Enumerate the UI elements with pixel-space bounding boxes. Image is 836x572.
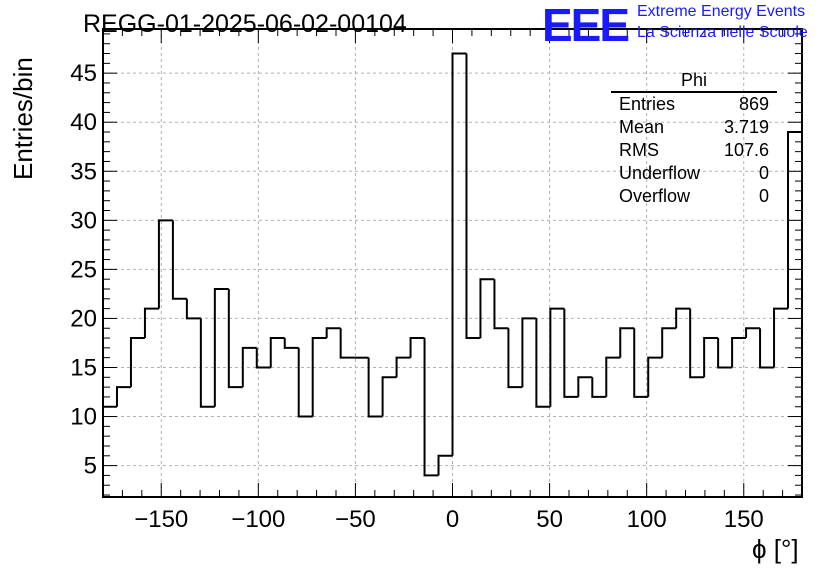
stats-value: 3.719	[723, 117, 769, 137]
stats-row-mean: Mean 3.719	[611, 116, 777, 139]
histogram-bin	[227, 289, 243, 389]
stats-value: 869	[738, 94, 769, 114]
y-tick-label: 40	[70, 109, 97, 136]
x-tick-label: −150	[134, 506, 188, 533]
stats-row-rms: RMS 107.6	[611, 139, 777, 162]
y-tick-label: 5	[84, 453, 97, 480]
x-tick-label: 150	[724, 506, 764, 533]
histogram-bin	[675, 307, 691, 329]
stats-label: Overflow	[619, 186, 691, 206]
y-tick-label: 20	[70, 305, 97, 332]
histogram-bin	[731, 337, 747, 368]
x-tick-label: 0	[446, 506, 459, 533]
y-tick-label: 15	[70, 354, 97, 381]
x-tick-label: −50	[335, 506, 376, 533]
histogram-bin	[213, 288, 229, 407]
histogram-bin	[297, 347, 313, 418]
histogram-bin	[325, 327, 341, 339]
histogram-bin	[115, 386, 131, 407]
y-tick-label: 35	[70, 158, 97, 185]
histogram-bin	[521, 317, 537, 388]
histogram-bin	[157, 219, 173, 309]
stats-label: Mean	[619, 117, 665, 137]
stats-value: 107.6	[723, 140, 769, 160]
histogram-bin	[171, 220, 187, 300]
y-tick-label: 45	[70, 60, 97, 87]
stats-box: Phi Entries 869 Mean 3.719 RMS 107.6 Und…	[611, 70, 777, 208]
logo-line-1: Extreme Energy Events	[637, 3, 806, 20]
histogram-bin	[102, 405, 117, 497]
x-tick-label: −100	[231, 506, 285, 533]
stats-title: Phi	[611, 70, 777, 93]
stats-row-overflow: Overflow 0	[611, 185, 777, 208]
stats-label: Entries	[619, 94, 676, 114]
histogram-bin	[367, 357, 383, 418]
histogram-bin	[535, 318, 551, 408]
y-tick-label: 25	[70, 256, 97, 283]
histogram-bin	[311, 337, 327, 417]
stats-row-underflow: Underflow 0	[611, 162, 777, 185]
histogram-bin	[381, 376, 397, 417]
logo-line-2: La Scienza nelle Scuole	[637, 24, 808, 41]
histogram-bin	[437, 454, 453, 476]
eee-logo: EEE	[542, 0, 630, 51]
histogram-bin	[143, 307, 159, 339]
histogram-bin	[605, 356, 621, 397]
histogram-bin	[745, 327, 761, 339]
histogram-bin	[269, 337, 285, 368]
histogram-bin	[185, 298, 201, 320]
histogram-bin	[199, 318, 215, 408]
histogram-bin	[283, 338, 299, 349]
histogram-bin	[661, 327, 677, 358]
histogram-bin	[255, 347, 271, 369]
histogram-bin	[395, 356, 411, 378]
histogram-bin	[129, 337, 145, 388]
histogram-bin	[619, 327, 635, 358]
histogram-bin	[339, 328, 355, 359]
stats-label: Underflow	[619, 163, 701, 183]
x-tick-label: 50	[536, 506, 563, 533]
stats-value: 0	[758, 163, 769, 183]
x-axis-label: ϕ [°]	[752, 534, 799, 564]
histogram-bin	[591, 377, 607, 398]
histogram-bin	[759, 328, 775, 369]
y-axis-label: Entries/bin	[8, 57, 38, 180]
chart-title: REGG-01-2025-06-02-00104	[83, 10, 407, 38]
stats-row-entries: Entries 869	[611, 93, 777, 116]
y-tick-label: 30	[70, 207, 97, 234]
x-tick-label: 100	[627, 506, 667, 533]
histogram-bin	[451, 52, 467, 456]
histogram-bin	[787, 131, 803, 497]
histogram-bin	[409, 337, 425, 358]
histogram-bin	[465, 53, 481, 340]
histogram-bin	[773, 307, 789, 368]
histogram-bin	[647, 356, 663, 397]
histogram-bin	[563, 308, 579, 398]
histogram-bin	[479, 278, 495, 339]
histogram-bin	[717, 338, 733, 369]
histogram-bin	[241, 346, 257, 388]
histogram-bin	[423, 338, 439, 477]
histogram-bin	[507, 328, 523, 389]
y-tick-label: 10	[70, 404, 97, 431]
histogram-bin	[493, 279, 509, 330]
histogram-bin	[577, 376, 593, 397]
histogram-bin	[633, 328, 649, 398]
stats-label: RMS	[619, 140, 659, 160]
stats-value: 0	[758, 186, 769, 206]
histogram-bin	[549, 307, 565, 407]
histogram-bin	[689, 308, 705, 379]
histogram-bin	[703, 337, 719, 378]
